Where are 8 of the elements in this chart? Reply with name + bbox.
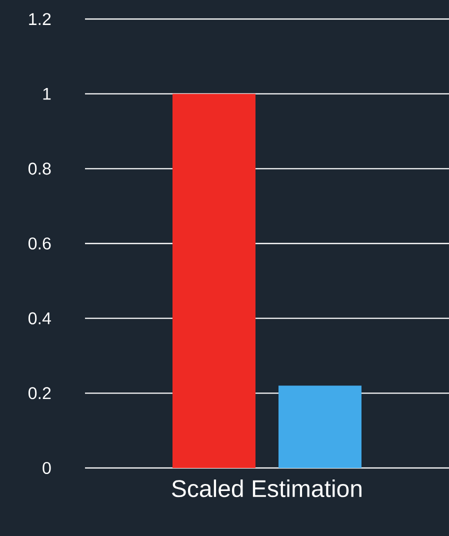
y-tick-label: 0 [42,462,51,474]
y-tick-label: 0.2 [28,387,51,400]
y-tick-label: 0.8 [28,162,51,175]
y-tick-label: 1 [43,88,51,100]
x-tick-label: Scaled Estimation [172,480,362,498]
y-tick-label: 1.2 [29,13,51,25]
y-tick-label: 0.4 [28,312,51,324]
y-tick-label: 0.6 [28,237,51,250]
